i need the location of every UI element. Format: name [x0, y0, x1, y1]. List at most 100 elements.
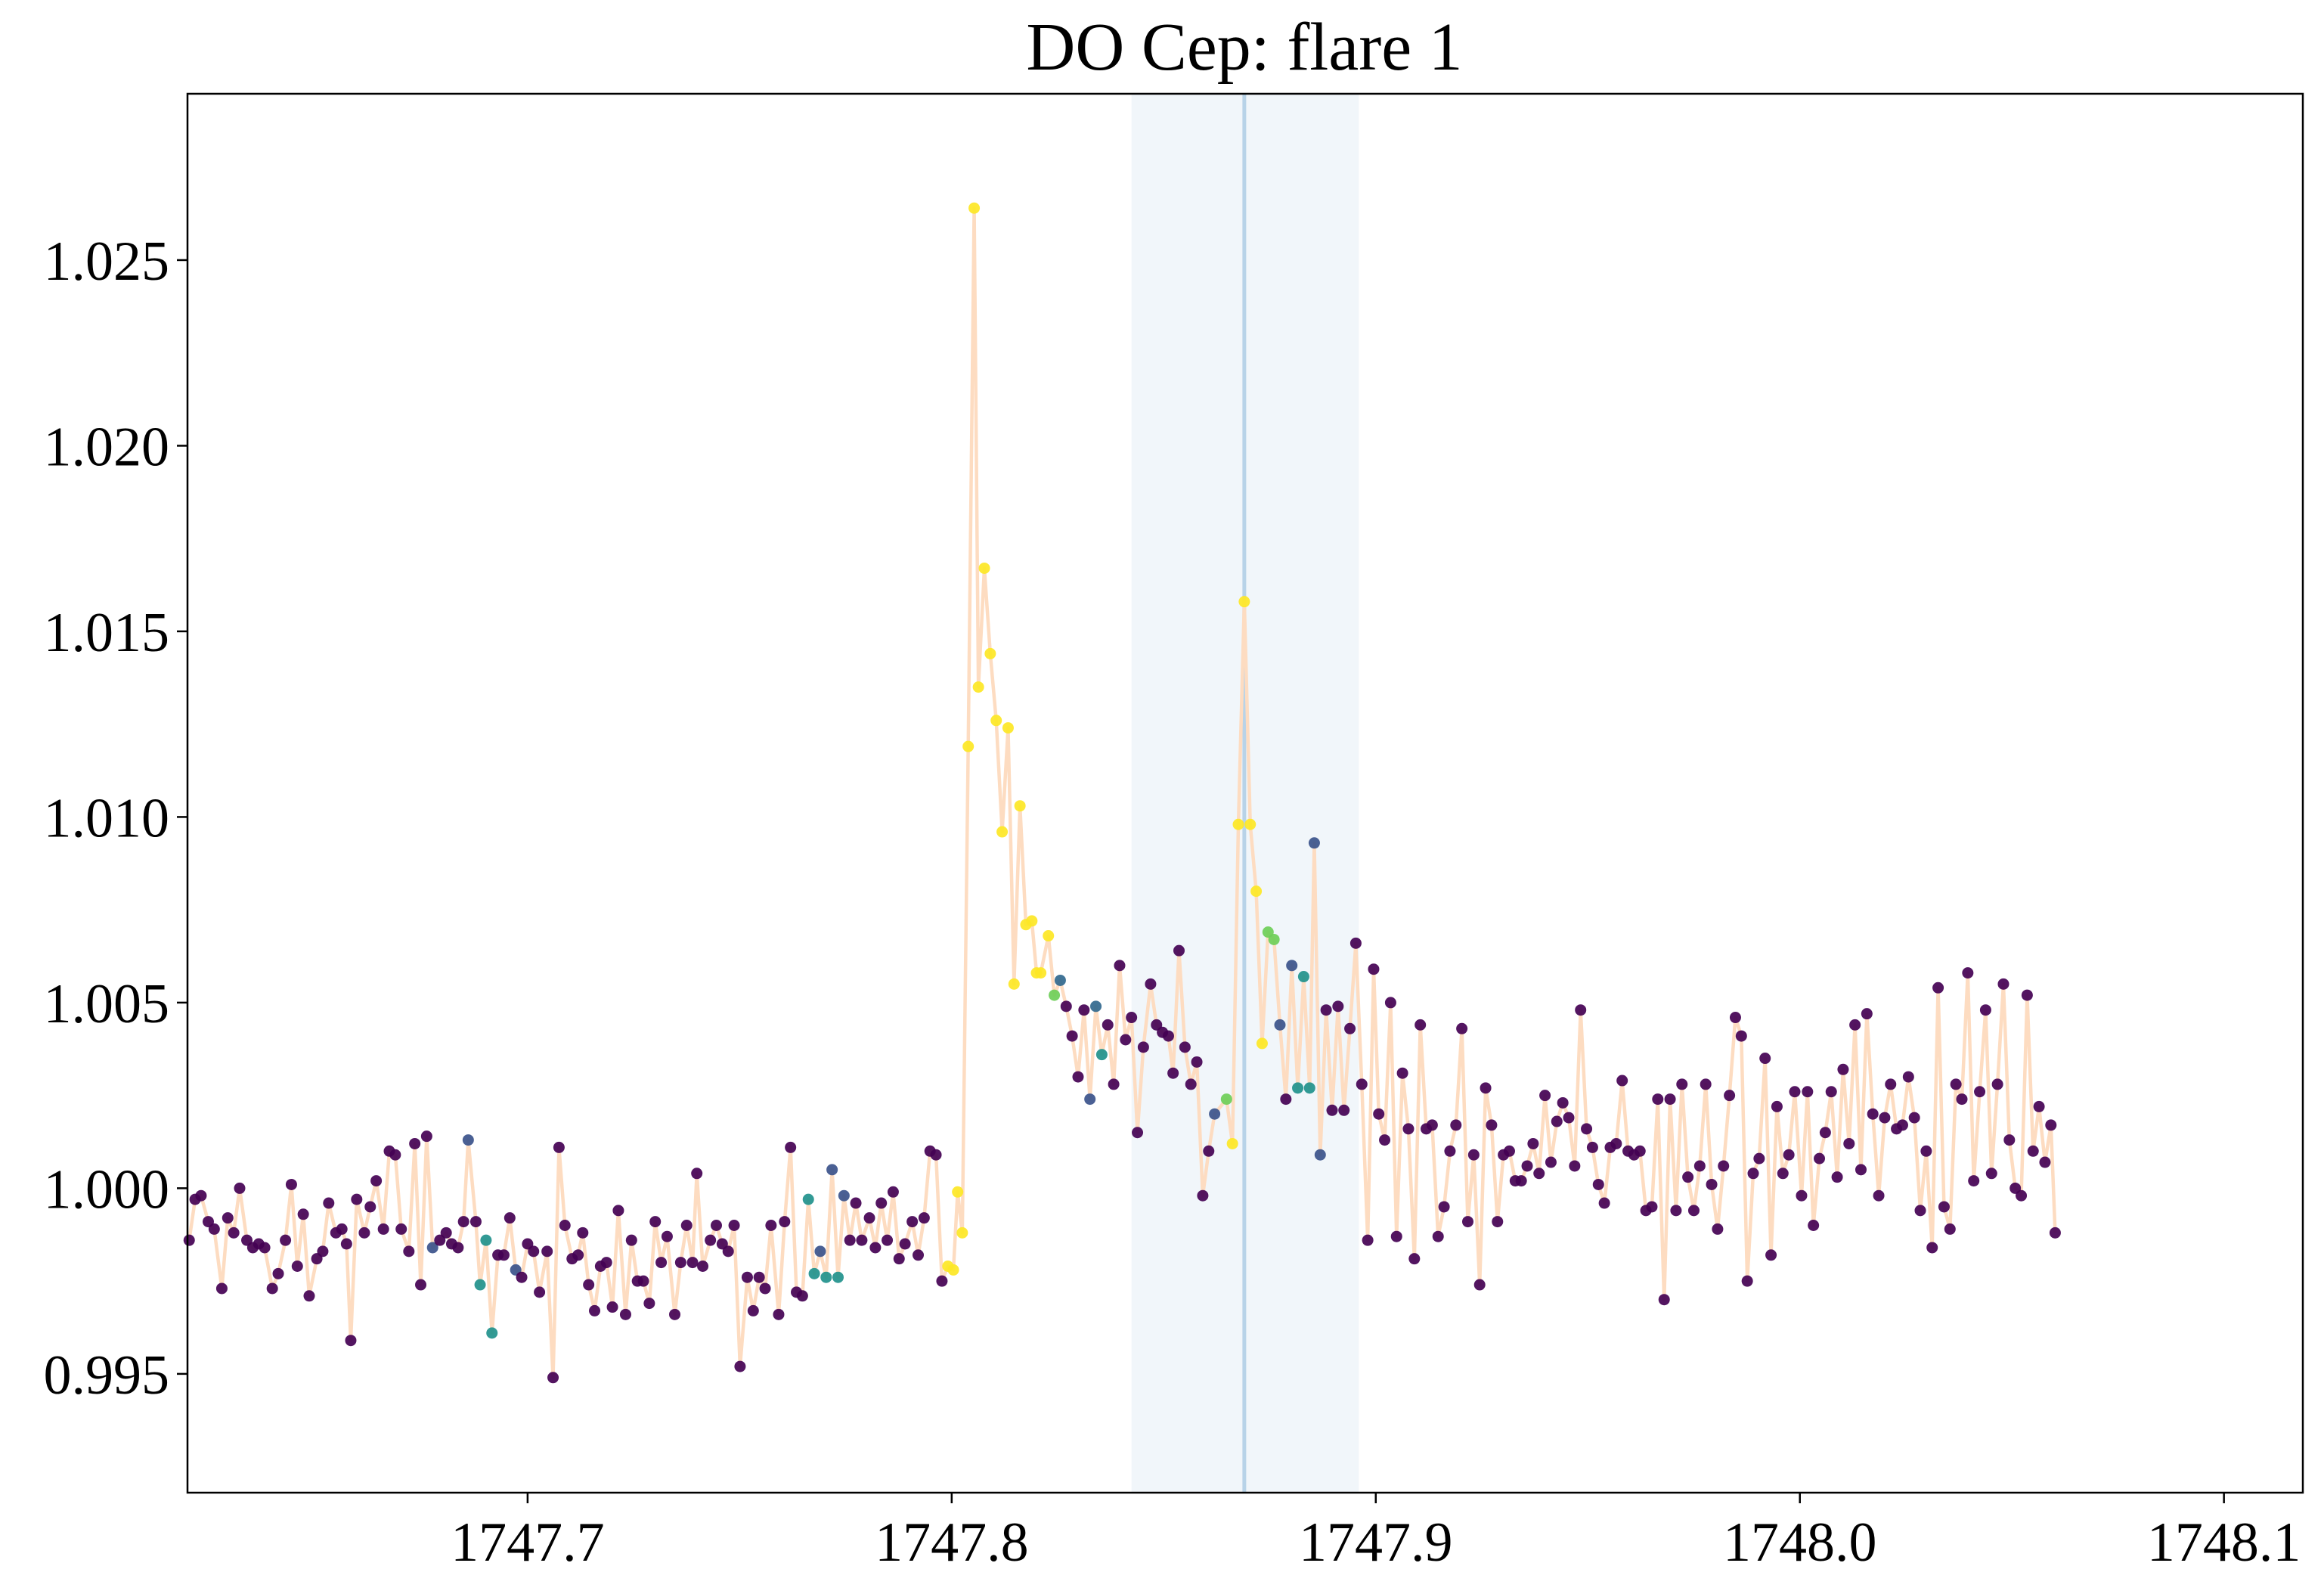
data-point — [773, 1308, 785, 1320]
data-point — [547, 1372, 559, 1384]
data-point — [1783, 1149, 1795, 1161]
data-point — [1060, 1000, 1072, 1013]
data-point — [1332, 1000, 1344, 1013]
data-point — [1902, 1071, 1914, 1083]
data-point — [1539, 1090, 1551, 1102]
data-point — [680, 1219, 693, 1231]
data-point — [1521, 1160, 1533, 1172]
data-point — [572, 1249, 584, 1261]
data-point — [1557, 1096, 1569, 1109]
data-point — [1274, 1019, 1286, 1031]
light-curve-line — [187, 206, 2057, 1380]
data-point — [1244, 818, 1257, 830]
data-point — [785, 1141, 797, 1153]
data-point — [1268, 933, 1280, 945]
data-point — [691, 1168, 703, 1180]
data-point — [1831, 1171, 1843, 1183]
data-point — [1837, 1063, 1849, 1075]
data-point — [1693, 1160, 1706, 1172]
data-point — [364, 1201, 376, 1213]
data-point — [1035, 967, 1047, 979]
data-point — [918, 1212, 930, 1224]
data-point — [844, 1234, 856, 1246]
data-point — [1616, 1075, 1628, 1087]
data-point — [1402, 1123, 1415, 1135]
data-point — [1473, 1279, 1486, 1291]
chart-title: DO Cep: flare 1 — [1026, 10, 1462, 85]
data-point — [1646, 1201, 1658, 1213]
data-point — [1664, 1093, 1676, 1106]
data-point — [358, 1227, 370, 1239]
data-point — [1747, 1168, 1759, 1180]
data-point — [559, 1219, 571, 1231]
data-point — [2003, 1134, 2016, 1146]
x-tick-label: 1747.9 — [1299, 1512, 1453, 1574]
data-point — [962, 740, 975, 752]
data-point — [936, 1275, 948, 1287]
data-point — [403, 1245, 415, 1258]
data-point — [222, 1212, 234, 1224]
data-point — [183, 1234, 195, 1246]
data-point — [747, 1304, 759, 1316]
data-point — [814, 1245, 826, 1258]
data-point — [208, 1223, 220, 1235]
data-point — [637, 1275, 649, 1287]
data-point — [913, 1249, 925, 1261]
data-point — [779, 1216, 791, 1228]
y-tick-label: 1.020 — [44, 416, 170, 478]
data-point — [1808, 1219, 1820, 1231]
data-point — [1700, 1078, 1712, 1090]
data-point — [820, 1271, 832, 1283]
data-point — [297, 1208, 309, 1220]
data-point — [534, 1286, 546, 1298]
data-point — [625, 1234, 637, 1246]
data-point — [887, 1186, 899, 1198]
data-point — [1226, 1137, 1238, 1149]
data-point — [655, 1257, 668, 1269]
data-point — [1789, 1086, 1801, 1098]
data-point — [1356, 1078, 1368, 1090]
data-point — [340, 1238, 352, 1250]
data-point — [452, 1242, 464, 1254]
data-point — [1962, 967, 1974, 979]
data-point — [1232, 818, 1244, 830]
data-point — [266, 1282, 278, 1295]
data-point — [882, 1234, 894, 1246]
data-point — [1492, 1216, 1504, 1228]
data-point — [1256, 1037, 1268, 1050]
data-point — [669, 1308, 681, 1320]
data-point — [2045, 1119, 2057, 1131]
data-point — [272, 1267, 284, 1279]
data-point — [850, 1197, 862, 1209]
data-point — [457, 1216, 469, 1228]
data-point — [1682, 1171, 1694, 1183]
data-point — [802, 1193, 814, 1205]
data-point — [1503, 1145, 1515, 1157]
data-point — [1545, 1156, 1557, 1168]
data-point — [952, 1186, 964, 1198]
data-point — [1712, 1223, 1724, 1235]
data-point — [1486, 1119, 1498, 1131]
data-point — [1796, 1189, 1808, 1202]
data-point — [1197, 1189, 1209, 1202]
data-point — [516, 1271, 528, 1283]
data-point — [577, 1227, 589, 1239]
data-point — [1814, 1152, 1826, 1164]
data-point — [426, 1242, 438, 1254]
data-point — [1114, 960, 1126, 972]
data-point — [1002, 722, 1014, 734]
data-point — [1581, 1123, 1593, 1135]
data-point — [1373, 1108, 1385, 1120]
data-point — [661, 1230, 673, 1242]
data-point — [1145, 978, 1157, 990]
data-point — [589, 1304, 601, 1316]
data-point — [1008, 978, 1020, 990]
data-point — [285, 1178, 297, 1190]
data-point — [990, 715, 1002, 727]
data-point — [1956, 1093, 1968, 1106]
data-point — [2039, 1156, 2051, 1168]
data-point — [1997, 978, 2009, 990]
data-point — [1777, 1168, 1789, 1180]
data-point — [1527, 1137, 1539, 1149]
data-point — [1861, 1008, 1873, 1020]
